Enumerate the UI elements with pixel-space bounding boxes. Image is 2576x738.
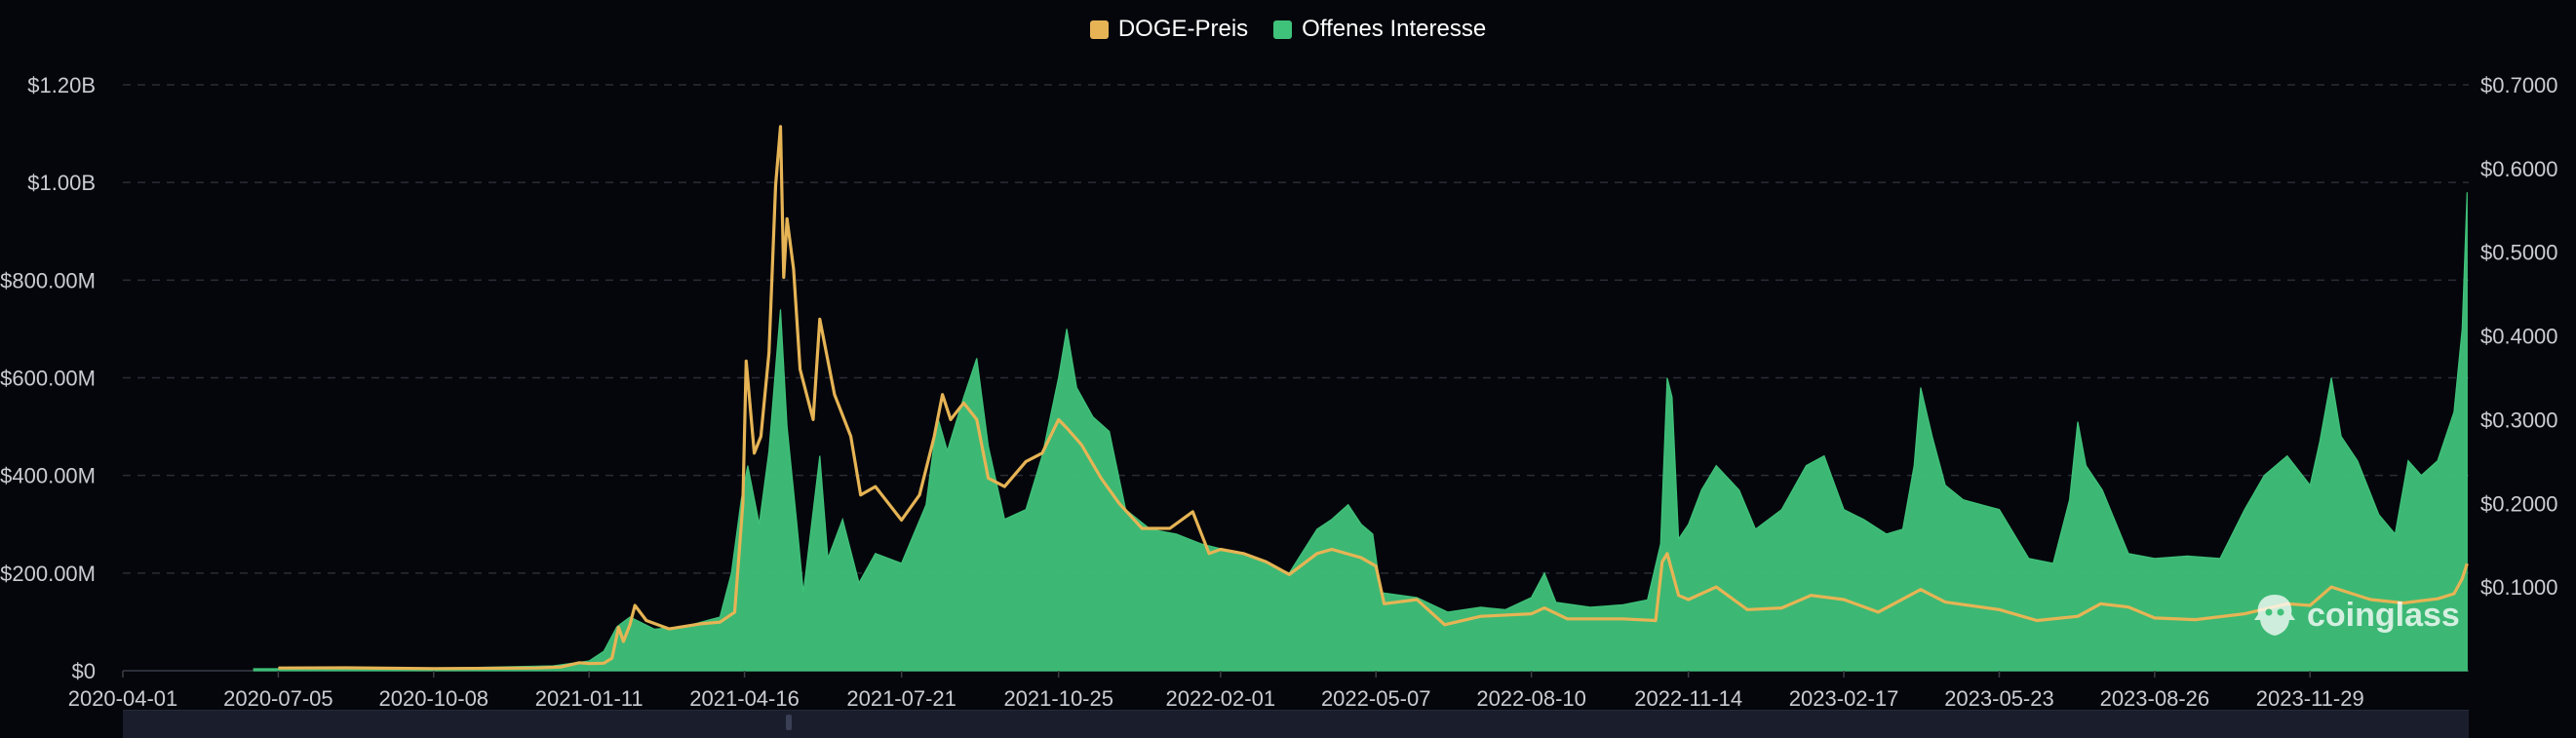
y-left-tick-label: $1.00B: [27, 171, 96, 195]
x-tick-label: 2023-08-26: [2100, 686, 2210, 711]
y-right-tick-label: $0.1000: [2480, 575, 2558, 600]
price-swatch-icon: [1089, 19, 1109, 39]
legend-oi-label: Offenes Interesse: [1302, 16, 1487, 42]
x-tick-label: 2022-05-07: [1321, 686, 1431, 711]
y-left-tick-label: $800.00M: [0, 268, 96, 292]
legend: DOGE-Preis Offenes Interesse: [0, 16, 2576, 43]
y-right-tick-label: $0.6000: [2480, 157, 2558, 181]
price-series: [278, 125, 2469, 671]
y-right-tick-label: $0.7000: [2480, 73, 2558, 97]
x-tick-label: 2021-07-21: [846, 686, 956, 711]
x-tick-label: 2022-08-10: [1476, 686, 1586, 711]
x-axis-labels: 2020-04-01 2020-07-05 2020-10-08 2021-01-11…: [68, 671, 2364, 711]
coinglass-watermark: coinglass: [2252, 591, 2460, 640]
x-tick-label: 2020-10-08: [379, 686, 489, 711]
watermark-text: coinglass: [2307, 596, 2460, 634]
y-left-tick-label: $200.00M: [0, 562, 96, 586]
x-tick-label: 2022-02-01: [1166, 686, 1276, 711]
legend-item-open-interest[interactable]: Offenes Interesse: [1273, 16, 1486, 43]
x-tick-label: 2021-01-11: [535, 686, 644, 711]
y-right-tick-label: $0.2000: [2480, 491, 2558, 516]
x-tick-label: 2021-04-16: [689, 686, 800, 711]
x-tick-label: 2022-11-14: [1634, 686, 1742, 711]
open-interest-area: [253, 192, 2468, 672]
left-axis-labels: $0 $200.00M $400.00M $600.00M $800.00M $1.00B…: [0, 73, 96, 683]
range-scrollbar[interactable]: [123, 710, 2469, 738]
open-interest-series: [253, 192, 2468, 672]
open-interest-swatch-icon: [1273, 19, 1293, 39]
x-tick-label: 2021-10-25: [1003, 686, 1113, 711]
legend-price-label: DOGE-Preis: [1117, 16, 1249, 42]
y-right-tick-label: $0.5000: [2480, 241, 2558, 265]
y-left-tick-label: $0: [72, 659, 96, 683]
scrollbar-handle[interactable]: [786, 715, 792, 730]
y-right-tick-label: $0.4000: [2480, 325, 2558, 349]
x-tick-label: 2023-05-23: [1944, 686, 2054, 711]
legend-item-price[interactable]: DOGE-Preis: [1089, 16, 1249, 43]
y-right-tick-label: $0.3000: [2480, 408, 2558, 432]
x-tick-label: 2020-04-01: [68, 686, 178, 711]
right-axis-labels: $0.1000 $0.2000 $0.3000 $0.4000 $0.5000 $0.60…: [2480, 73, 2558, 600]
x-tick-label: 2020-07-05: [223, 686, 333, 711]
y-left-tick-label: $600.00M: [0, 367, 96, 391]
coinglass-logo-icon: [2254, 595, 2295, 636]
x-tick-label: 2023-11-29: [2256, 686, 2364, 711]
y-left-tick-label: $1.20B: [27, 73, 96, 97]
y-left-tick-label: $400.00M: [0, 464, 96, 488]
price-line: [278, 125, 2469, 671]
x-tick-label: 2023-02-17: [1789, 686, 1899, 711]
